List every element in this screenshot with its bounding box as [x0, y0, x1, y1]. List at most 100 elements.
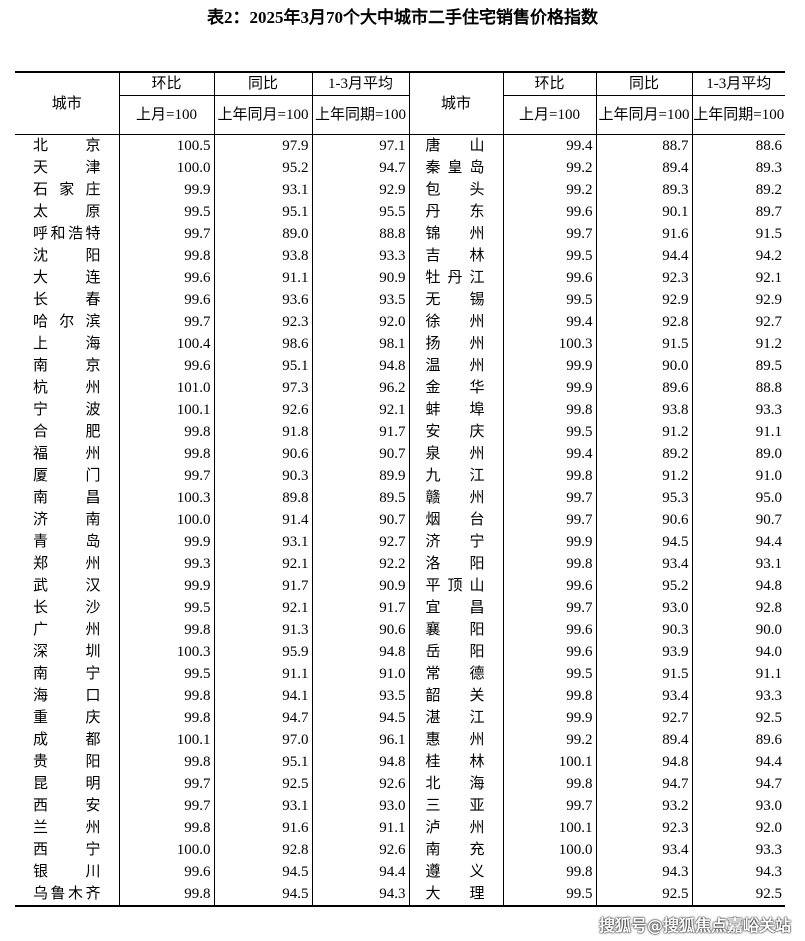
city-name: 吉林	[408, 245, 503, 267]
yoy-value: 98.6	[213, 333, 312, 355]
avg-value: 89.5	[691, 355, 785, 377]
mom-value: 99.9	[118, 531, 214, 553]
avg-value: 93.3	[311, 245, 409, 267]
city-name: 宁波	[33, 402, 101, 418]
mom-value: 100.1	[118, 399, 214, 421]
mom-value: 99.8	[502, 685, 596, 707]
header-yoy-base: 上年同月=100	[213, 95, 312, 135]
yoy-value: 95.1	[213, 201, 312, 223]
yoy-value: 91.8	[213, 421, 312, 443]
city-name: 三亚	[408, 795, 503, 817]
yoy-value: 93.2	[595, 795, 692, 817]
avg-value: 91.1	[691, 663, 785, 685]
avg-value: 94.8	[691, 575, 785, 597]
mom-value: 99.7	[502, 509, 596, 531]
avg-value: 89.9	[311, 465, 409, 487]
mom-value: 99.5	[502, 663, 596, 685]
table-row: 北京 100.5 97.9 97.1 唐山 99.4 88.7 88.6	[15, 134, 785, 157]
avg-value: 94.3	[691, 861, 785, 883]
yoy-value: 91.1	[213, 267, 312, 289]
table-row: 哈尔滨 99.7 92.3 92.0 徐州 99.4 92.8 92.7	[15, 311, 785, 333]
mom-value: 99.7	[118, 223, 214, 245]
city-name: 厦门	[33, 468, 101, 484]
avg-value: 97.1	[311, 134, 409, 157]
city-name: 呼和浩特	[33, 226, 101, 242]
table-row: 太原 99.5 95.1 95.5 丹东 99.6 90.1 89.7	[15, 201, 785, 223]
yoy-value: 91.3	[213, 619, 312, 641]
city-name: 南充	[408, 839, 503, 861]
city-name: 西安	[33, 798, 101, 814]
header-mom-base: 上月=100	[118, 95, 214, 135]
mom-value: 101.0	[118, 377, 214, 399]
city-name: 泉州	[408, 443, 503, 465]
mom-value: 100.1	[502, 751, 596, 773]
avg-value: 92.1	[311, 399, 409, 421]
avg-value: 94.4	[691, 531, 785, 553]
city-name: 徐州	[408, 311, 503, 333]
mom-value: 99.8	[118, 707, 214, 729]
city-name: 合肥	[33, 424, 101, 440]
table-row: 西宁 100.0 92.8 92.6 南充 100.0 93.4 93.3	[15, 839, 785, 861]
city-name: 锦州	[408, 223, 503, 245]
table-row: 宁波 100.1 92.6 92.1 蚌埠 99.8 93.8 93.3	[15, 399, 785, 421]
avg-value: 92.2	[311, 553, 409, 575]
mom-value: 99.8	[118, 817, 214, 839]
city-name: 湛江	[408, 707, 503, 729]
yoy-value: 92.5	[213, 773, 312, 795]
avg-value: 93.5	[311, 289, 409, 311]
city-name: 蚌埠	[408, 399, 503, 421]
city-name: 大理	[408, 883, 503, 906]
mom-value: 99.6	[118, 267, 214, 289]
yoy-value: 89.0	[213, 223, 312, 245]
mom-value: 99.8	[118, 685, 214, 707]
header-yoy-2: 同比	[595, 72, 692, 96]
table-row: 成都 100.1 97.0 96.1 惠州 99.2 89.4 89.6	[15, 729, 785, 751]
yoy-value: 91.1	[213, 663, 312, 685]
mom-value: 99.9	[502, 531, 596, 553]
city-name: 洛阳	[408, 553, 503, 575]
mom-value: 99.5	[502, 421, 596, 443]
mom-value: 99.5	[502, 289, 596, 311]
mom-value: 99.6	[118, 289, 214, 311]
yoy-value: 93.4	[595, 839, 692, 861]
yoy-value: 93.4	[595, 553, 692, 575]
city-name: 郑州	[33, 556, 101, 572]
yoy-value: 92.5	[595, 883, 692, 906]
table-row: 石家庄 99.9 93.1 92.9 包头 99.2 89.3 89.2	[15, 179, 785, 201]
mom-value: 100.3	[118, 641, 214, 663]
yoy-value: 90.3	[595, 619, 692, 641]
city-name: 惠州	[408, 729, 503, 751]
city-name: 唐山	[408, 134, 503, 157]
header-city-2: 城市	[408, 72, 503, 135]
table-row: 青岛 99.9 93.1 92.7 济宁 99.9 94.5 94.4	[15, 531, 785, 553]
yoy-value: 91.6	[595, 223, 692, 245]
city-name: 烟台	[408, 509, 503, 531]
city-name: 上海	[33, 336, 101, 352]
yoy-value: 94.5	[595, 531, 692, 553]
avg-value: 92.7	[311, 531, 409, 553]
avg-value: 91.5	[691, 223, 785, 245]
avg-value: 92.8	[691, 597, 785, 619]
mom-value: 100.0	[502, 839, 596, 861]
yoy-value: 93.1	[213, 179, 312, 201]
mom-value: 99.9	[502, 377, 596, 399]
city-name: 兰州	[33, 820, 101, 836]
avg-value: 93.5	[311, 685, 409, 707]
mom-value: 99.5	[118, 663, 214, 685]
yoy-value: 94.7	[213, 707, 312, 729]
city-name: 石家庄	[33, 182, 101, 198]
table-row: 昆明 99.7 92.5 92.6 北海 99.8 94.7 94.7	[15, 773, 785, 795]
table-row: 厦门 99.7 90.3 89.9 九江 99.8 91.2 91.0	[15, 465, 785, 487]
yoy-value: 91.6	[213, 817, 312, 839]
yoy-value: 93.9	[595, 641, 692, 663]
city-name: 北海	[408, 773, 503, 795]
avg-value: 90.0	[691, 619, 785, 641]
yoy-value: 89.2	[595, 443, 692, 465]
table-row: 南宁 99.5 91.1 91.0 常德 99.5 91.5 91.1	[15, 663, 785, 685]
city-name: 杭州	[33, 380, 101, 396]
yoy-value: 90.1	[595, 201, 692, 223]
city-name: 济宁	[408, 531, 503, 553]
yoy-value: 92.1	[213, 597, 312, 619]
table-row: 济南 100.0 91.4 90.7 烟台 99.7 90.6 90.7	[15, 509, 785, 531]
mom-value: 99.5	[118, 201, 214, 223]
